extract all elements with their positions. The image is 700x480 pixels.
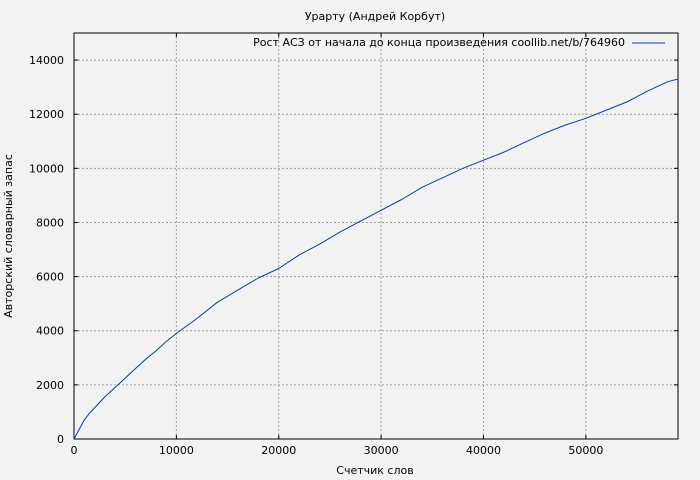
x-axis-label: Счетчик слов: [336, 464, 413, 477]
series-line-0: [73, 78, 679, 440]
x-tick-label: 10000: [159, 444, 194, 457]
y-tick-label: 10000: [29, 162, 64, 175]
plot-area-frame: [73, 32, 679, 440]
y-tick-label: 2000: [36, 379, 64, 392]
grid-lines: [74, 33, 678, 439]
x-tick-label: 20000: [261, 444, 296, 457]
y-tick-label: 0: [57, 433, 64, 446]
legend-label: Рост АСЗ от начала до конца произведения…: [253, 36, 625, 49]
y-tick-label: 4000: [36, 325, 64, 338]
x-tick-label: 40000: [466, 444, 501, 457]
x-tick-label: 30000: [364, 444, 399, 457]
y-tick-label: 8000: [36, 216, 64, 229]
y-axis-label: Авторский словарный запас: [2, 154, 15, 318]
x-tick-label: 50000: [568, 444, 603, 457]
y-tick-label: 12000: [29, 108, 64, 121]
axis-ticks: 0 10000 20000 30000 40000 50000 0 2000 4000 6000 8…: [29, 33, 678, 457]
y-tick-label: 14000: [29, 54, 64, 67]
series-layer: [73, 78, 679, 440]
legend: Рост АСЗ от начала до конца произведения…: [253, 36, 665, 49]
y-tick-label: 6000: [36, 271, 64, 284]
chart-title: Урарту (Андрей Корбут): [305, 10, 445, 23]
x-tick-label: 0: [71, 444, 78, 457]
